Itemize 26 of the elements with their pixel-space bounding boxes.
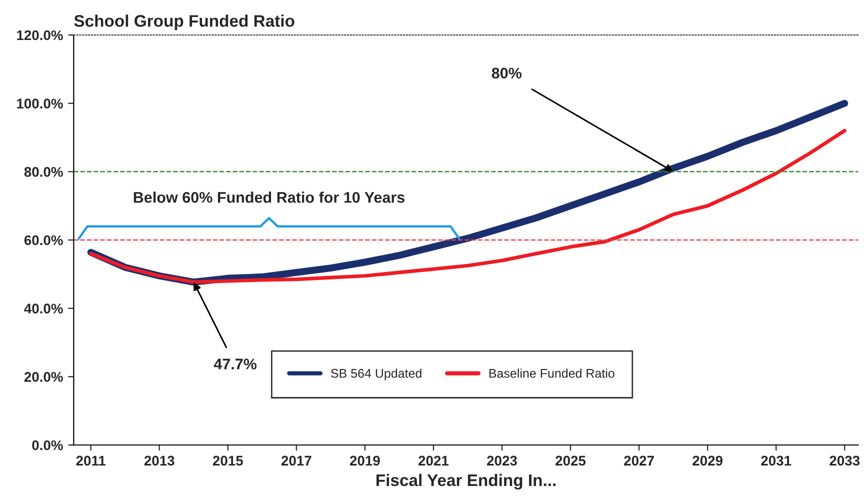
legend-label: Baseline Funded Ratio	[489, 368, 614, 378]
y-tick-label: 120.0%	[17, 30, 63, 40]
x-tick-label: 2031	[761, 456, 792, 466]
x-tick-label: 2033	[830, 456, 860, 466]
y-tick-label: 40.0%	[24, 304, 63, 314]
legend-label: SB 564 Updated	[331, 368, 422, 380]
y-tick-label: 20.0%	[24, 372, 63, 382]
y-tick-label: 0.0%	[32, 440, 63, 450]
chart-title: School Group Funded Ratio	[74, 14, 294, 30]
annotation: Below 60% Funded Ratio for 10 Years	[134, 192, 405, 203]
x-tick-label: 2029	[692, 456, 723, 466]
x-tick-label: 2025	[556, 456, 586, 466]
annotation: 47.7%	[214, 358, 257, 370]
x-tick-label: 2027	[624, 456, 654, 466]
x-tick-label: 2011	[76, 456, 106, 466]
x-tick-label: 2017	[281, 456, 312, 466]
x-tick-label: 2021	[418, 456, 449, 466]
y-tick-label: 100.0%	[17, 98, 63, 109]
x-tick-label: 2015	[212, 456, 243, 466]
y-tick-label: 80.0%	[24, 167, 63, 177]
annotation: 80%	[492, 68, 522, 79]
x-tick-label: 2019	[350, 456, 380, 466]
x-tick-label: 2013	[144, 456, 174, 466]
x-tick-label: 2023	[487, 456, 517, 466]
x-axis-title: Fiscal Year Ending In...	[376, 474, 556, 490]
y-tick-label: 60.0%	[24, 235, 63, 246]
